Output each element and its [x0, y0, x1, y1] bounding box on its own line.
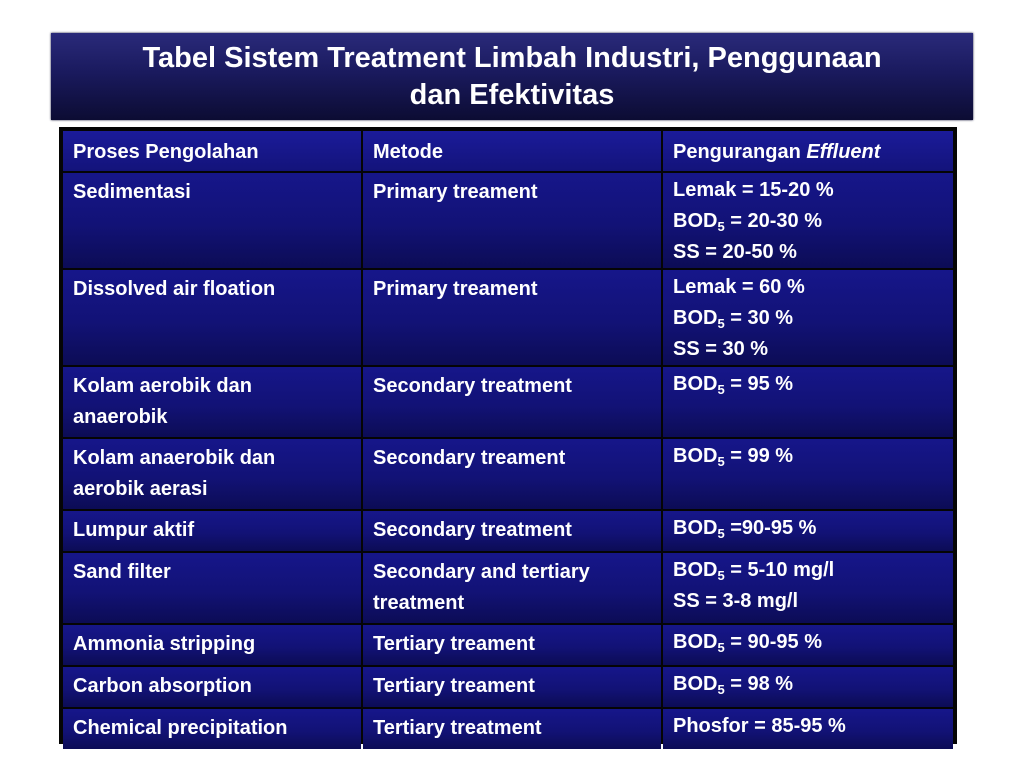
effluent-line-text: BOD — [673, 373, 718, 395]
effluent-line-text: BOD — [673, 673, 718, 695]
effluent-line-text: Lemak = 15-20 % — [673, 179, 834, 201]
effluent-line-text: BOD — [673, 307, 718, 329]
table-row: Kolam anaerobik dan aerobik aerasi Second… — [63, 439, 953, 509]
cell-pengurangan: BOD5 = 99 % — [663, 439, 953, 509]
cell-metode: Tertiary treatment — [363, 709, 661, 749]
effluent-line: SS = 3-8 mg/l — [673, 586, 943, 617]
effluent-line: BOD5 = 95 % — [673, 369, 943, 400]
effluent-line: BOD5 = 30 % — [673, 303, 943, 334]
subscript: 5 — [717, 454, 725, 469]
cell-proses: Dissolved air floation — [63, 270, 361, 365]
cell-metode: Tertiary treament — [363, 667, 661, 707]
cell-metode: Secondary treatment — [363, 367, 661, 437]
effluent-line-text: Phosfor = 85-95 % — [673, 715, 846, 737]
table-row: Sand filter Secondary and tertiary treatm… — [63, 553, 953, 623]
effluent-line: SS = 20-50 % — [673, 237, 943, 268]
cell-proses: Sedimentasi — [63, 173, 361, 268]
cell-metode: Secondary treament — [363, 439, 661, 509]
effluent-line: BOD5 = 99 % — [673, 441, 943, 472]
cell-pengurangan: Lemak = 15-20 % BOD5 = 20-30 % SS = 20-50 … — [663, 173, 953, 268]
effluent-line: SS = 30 % — [673, 334, 943, 365]
effluent-line-value: = 99 % — [724, 445, 794, 467]
effluent-line: BOD5 =90-95 % — [673, 513, 943, 544]
effluent-line: BOD5 = 98 % — [673, 669, 943, 700]
table-header-row: Proses Pengolahan Metode Pengurangan Eff… — [63, 131, 953, 171]
cell-proses: Carbon absorption — [63, 667, 361, 707]
header-proses: Proses Pengolahan — [63, 131, 361, 171]
effluent-line: Lemak = 15-20 % — [673, 175, 943, 206]
table-row: Kolam aerobik dan anaerobik Secondary tre… — [63, 367, 953, 437]
effluent-line: BOD5 = 5-10 mg/l — [673, 555, 943, 586]
cell-pengurangan: Phosfor = 85-95 % — [663, 709, 953, 749]
slide-title: Tabel Sistem Treatment Limbah Industri, … — [51, 33, 973, 120]
effluent-line-text: SS = 30 % — [673, 338, 769, 360]
cell-pengurangan: Lemak = 60 % BOD5 = 30 % SS = 30 % — [663, 270, 953, 365]
effluent-line-text: BOD — [673, 517, 718, 539]
header-pengurangan-text: Pengurangan — [673, 141, 807, 163]
cell-metode: Secondary treatment — [363, 511, 661, 551]
effluent-line-value: = 95 % — [724, 373, 794, 395]
table-row: Lumpur aktif Secondary treatment BOD5 =90-… — [63, 511, 953, 551]
effluent-line-text: BOD — [673, 445, 718, 467]
subscript: 5 — [717, 568, 725, 583]
cell-metode: Primary treament — [363, 270, 661, 365]
table: Proses Pengolahan Metode Pengurangan Eff… — [61, 129, 955, 751]
cell-metode: Primary treament — [363, 173, 661, 268]
cell-proses: Chemical precipitation — [63, 709, 361, 749]
cell-pengurangan: BOD5 = 5-10 mg/l SS = 3-8 mg/l — [663, 553, 953, 623]
table-row: Dissolved air floation Primary treament Le… — [63, 270, 953, 365]
subscript: 5 — [717, 526, 725, 541]
subscript: 5 — [717, 316, 725, 331]
header-effluent-text: Effluent — [806, 141, 881, 163]
table-row: Carbon absorption Tertiary treament BOD5 =… — [63, 667, 953, 707]
cell-proses: Kolam anaerobik dan aerobik aerasi — [63, 439, 361, 509]
title-line-2: dan Efektivitas — [409, 78, 615, 111]
subscript: 5 — [717, 382, 725, 397]
effluent-line-value: = 98 % — [724, 673, 794, 695]
effluent-line-text: Lemak = 60 % — [673, 276, 805, 298]
cell-proses: Sand filter — [63, 553, 361, 623]
title-line-1: Tabel Sistem Treatment Limbah Industri, … — [142, 41, 882, 74]
subscript: 5 — [717, 682, 725, 697]
effluent-line-text: BOD — [673, 631, 718, 653]
cell-pengurangan: BOD5 = 95 % — [663, 367, 953, 437]
effluent-line: Phosfor = 85-95 % — [673, 711, 943, 742]
cell-metode: Secondary and tertiary treatment — [363, 553, 661, 623]
effluent-line-value: =90-95 % — [724, 517, 817, 539]
table-row: Sedimentasi Primary treament Lemak = 15-20… — [63, 173, 953, 268]
cell-pengurangan: BOD5 = 90-95 % — [663, 625, 953, 665]
cell-proses: Lumpur aktif — [63, 511, 361, 551]
cell-proses: Ammonia stripping — [63, 625, 361, 665]
table-row: Chemical precipitation Tertiary treatment… — [63, 709, 953, 749]
effluent-line-text: SS = 20-50 % — [673, 241, 797, 263]
treatment-table: Proses Pengolahan Metode Pengurangan Eff… — [59, 127, 957, 749]
header-pengurangan: Pengurangan Effluent — [663, 131, 953, 171]
header-metode: Metode — [363, 131, 661, 171]
effluent-line-value: = 20-30 % — [724, 210, 822, 232]
subscript: 5 — [717, 219, 725, 234]
table-row: Ammonia stripping Tertiary treament BOD5 =… — [63, 625, 953, 665]
effluent-line: BOD5 = 90-95 % — [673, 627, 943, 658]
cell-metode: Tertiary treament — [363, 625, 661, 665]
effluent-line-text: SS = 3-8 mg/l — [673, 590, 799, 612]
effluent-line-value: = 5-10 mg/l — [724, 559, 835, 581]
cell-pengurangan: BOD5 =90-95 % — [663, 511, 953, 551]
subscript: 5 — [717, 640, 725, 655]
effluent-line: BOD5 = 20-30 % — [673, 206, 943, 237]
effluent-line-text: BOD — [673, 559, 718, 581]
cell-proses: Kolam aerobik dan anaerobik — [63, 367, 361, 437]
effluent-line-value: = 30 % — [724, 307, 794, 329]
effluent-line: Lemak = 60 % — [673, 272, 943, 303]
cell-pengurangan: BOD5 = 98 % — [663, 667, 953, 707]
effluent-line-text: BOD — [673, 210, 718, 232]
effluent-line-value: = 90-95 % — [724, 631, 822, 653]
